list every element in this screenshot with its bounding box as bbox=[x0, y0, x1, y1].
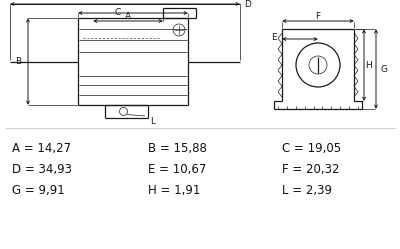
Text: C: C bbox=[115, 7, 121, 16]
Text: C = 19,05: C = 19,05 bbox=[282, 142, 341, 155]
Text: L = 2,39: L = 2,39 bbox=[282, 184, 332, 197]
Text: F = 20,32: F = 20,32 bbox=[282, 163, 340, 176]
Text: D: D bbox=[244, 0, 252, 8]
Text: E = 10,67: E = 10,67 bbox=[148, 163, 206, 176]
Text: L: L bbox=[150, 117, 156, 125]
Text: E: E bbox=[271, 33, 277, 42]
Text: A = 14,27: A = 14,27 bbox=[12, 142, 71, 155]
Text: A: A bbox=[125, 11, 131, 20]
Text: D = 34,93: D = 34,93 bbox=[12, 163, 72, 176]
Text: G: G bbox=[380, 64, 388, 73]
Text: B = 15,88: B = 15,88 bbox=[148, 142, 207, 155]
Text: B: B bbox=[15, 57, 21, 66]
Text: H: H bbox=[365, 61, 371, 69]
Text: G = 9,91: G = 9,91 bbox=[12, 184, 65, 197]
Text: F: F bbox=[316, 11, 320, 20]
Text: H = 1,91: H = 1,91 bbox=[148, 184, 200, 197]
